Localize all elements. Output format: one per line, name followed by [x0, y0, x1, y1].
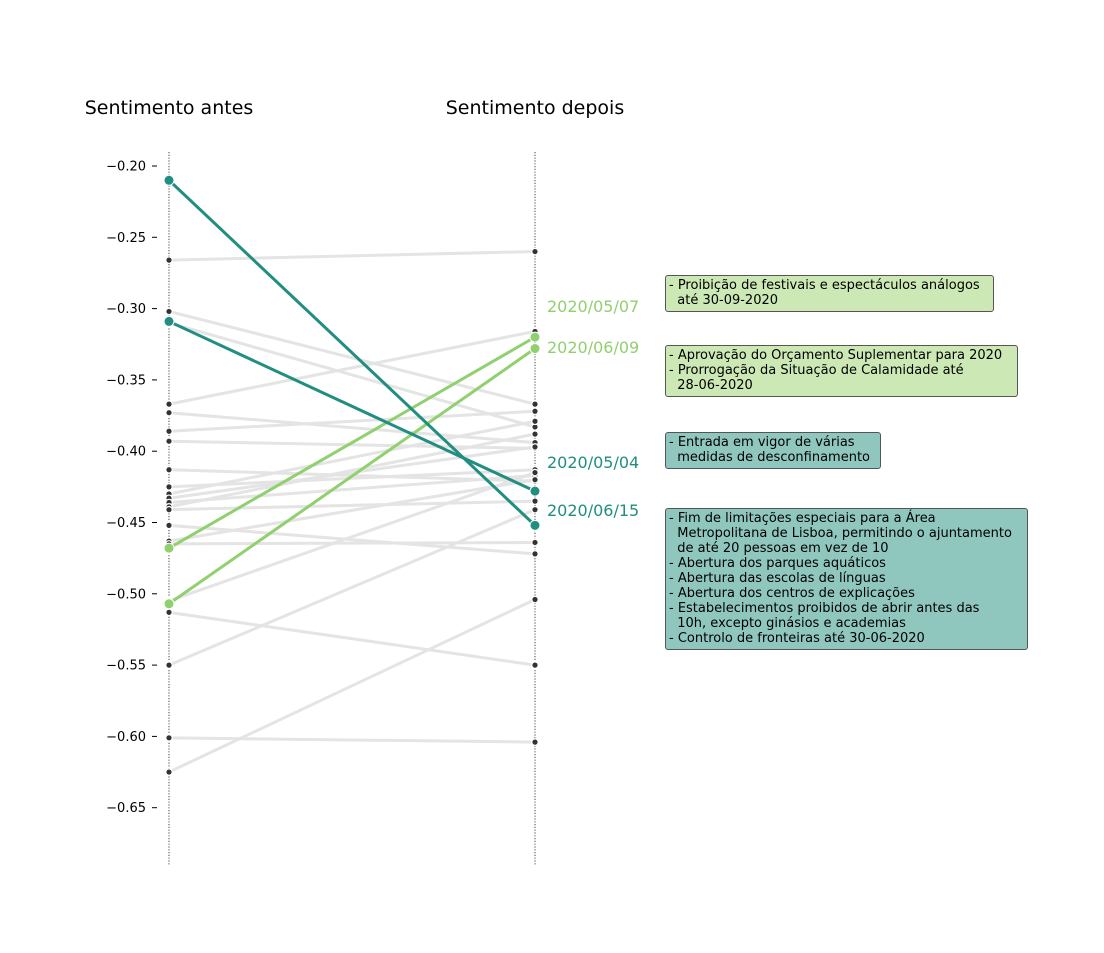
annotation-line: - Estabelecimentos proibidos de abrir an…	[669, 601, 980, 616]
highlight-slope-line	[167, 319, 537, 493]
annotation-line: - Entrada em vigor de várias	[669, 435, 855, 450]
highlight-point-before	[163, 315, 175, 327]
y-tick-label: −0.25	[106, 231, 146, 246]
background-point-before	[165, 734, 173, 742]
background-point-after	[531, 417, 539, 426]
highlight-point-before	[163, 542, 175, 554]
background-point-after	[531, 430, 539, 438]
left-axis-title: Sentimento antes	[85, 97, 254, 119]
background-point-before	[165, 505, 173, 514]
annotation-line: - Abertura das escolas de línguas	[669, 571, 886, 586]
annotation-line: - Abertura dos centros de explicações	[669, 586, 915, 601]
background-point-after	[531, 443, 539, 451]
highlight-point-before	[163, 174, 175, 186]
highlight-date-label: 2020/05/04	[547, 453, 639, 472]
event-annotation-box: - Aprovação do Orçamento Suplementar par…	[665, 345, 1018, 397]
highlight-point-before	[163, 598, 175, 610]
y-tick-label: −0.50	[106, 587, 146, 602]
background-slope-line	[167, 321, 537, 429]
y-tick-label: −0.20	[106, 160, 146, 175]
background-point-after	[531, 407, 539, 416]
background-point-after	[531, 247, 539, 256]
background-point-after	[531, 468, 539, 477]
y-tick-label: −0.35	[106, 373, 146, 388]
highlight-slope-line	[167, 335, 537, 550]
background-slope-line	[167, 329, 537, 406]
background-slope-line	[167, 309, 537, 406]
background-slope-line	[167, 411, 537, 445]
background-slope-line	[167, 445, 537, 500]
highlight-slope-line	[167, 178, 537, 527]
annotation-line: de até 20 pessoas em vez de 10	[669, 541, 889, 556]
background-point-before	[165, 768, 173, 776]
y-tick-label: −0.30	[106, 302, 146, 317]
y-tick-label: −0.65	[106, 801, 146, 816]
background-point-before	[165, 465, 173, 474]
highlight-point-after	[529, 485, 541, 497]
background-point-before	[165, 483, 173, 491]
background-slope-line	[167, 473, 537, 505]
background-point-before	[165, 608, 173, 617]
right-axis-title: Sentimento depois	[446, 97, 625, 119]
annotation-line: até 30-09-2020	[669, 293, 779, 308]
highlight-point-after	[529, 343, 541, 355]
annotation-line: medidas de desconfinamento	[669, 450, 871, 465]
background-point-after	[531, 400, 539, 408]
annotation-line: - Prorrogação da Situação de Calamidade …	[669, 363, 964, 378]
annotation-line: Metropolitana de Lisboa, permitindo o aj…	[669, 526, 1012, 541]
highlight-date-label: 2020/05/07	[547, 297, 639, 316]
y-tick-label: −0.45	[106, 516, 146, 531]
background-slope-line	[167, 523, 537, 556]
background-slope-line	[167, 478, 537, 543]
annotation-line: 28-06-2020	[669, 378, 753, 393]
event-annotation-box: - Proibição de festivais e espectáculos …	[665, 275, 994, 312]
background-point-before	[165, 307, 173, 316]
annotation-line: 10h, excepto ginásios e academias	[669, 616, 906, 631]
highlight-slope-line	[167, 347, 537, 606]
background-point-before	[165, 256, 173, 264]
background-slope-line	[167, 598, 537, 774]
annotation-line: - Proibição de festivais e espectáculos …	[669, 278, 980, 293]
background-point-after	[531, 505, 539, 514]
y-tick-label: −0.55	[106, 659, 146, 674]
y-tick-label: −0.40	[106, 445, 146, 460]
highlight-date-label: 2020/06/15	[547, 501, 639, 520]
background-point-after	[531, 661, 539, 669]
background-slope-line	[167, 409, 537, 433]
background-slope-line	[167, 508, 537, 667]
background-point-before	[165, 437, 173, 446]
background-slope-line	[167, 610, 537, 667]
background-point-after	[531, 497, 539, 505]
annotation-line: - Controlo de fronteiras até 30-06-2020	[669, 631, 925, 646]
background-point-after	[531, 595, 539, 604]
highlight-point-after	[529, 519, 541, 531]
background-point-after	[531, 738, 539, 746]
background-slope-line	[167, 540, 537, 546]
background-slope-line	[167, 736, 537, 744]
y-tick-label: −0.60	[106, 730, 146, 745]
event-annotation-box: - Fim de limitações especiais para a Áre…	[665, 508, 1028, 650]
background-slope-line	[167, 419, 537, 496]
highlight-date-label: 2020/06/09	[547, 338, 639, 357]
annotation-line: - Fim de limitações especiais para a Áre…	[669, 511, 936, 526]
annotation-line: - Aprovação do Orçamento Suplementar par…	[669, 348, 1003, 363]
background-point-after	[531, 550, 539, 558]
annotation-line: - Abertura dos parques aquáticos	[669, 556, 886, 571]
background-point-before	[165, 661, 173, 669]
background-slope-line	[167, 432, 537, 509]
background-slope-line	[167, 250, 537, 262]
background-point-before	[165, 408, 173, 417]
background-slope-line	[167, 471, 537, 603]
background-slope-line	[167, 468, 537, 489]
background-point-after	[531, 475, 539, 484]
highlight-point-after	[529, 331, 541, 343]
background-point-before	[165, 400, 173, 408]
event-annotation-box: - Entrada em vigor de várias medidas de …	[665, 432, 881, 469]
background-point-after	[531, 538, 539, 547]
background-point-before	[165, 427, 173, 436]
background-point-before	[165, 521, 173, 530]
background-slope-line	[167, 499, 537, 512]
